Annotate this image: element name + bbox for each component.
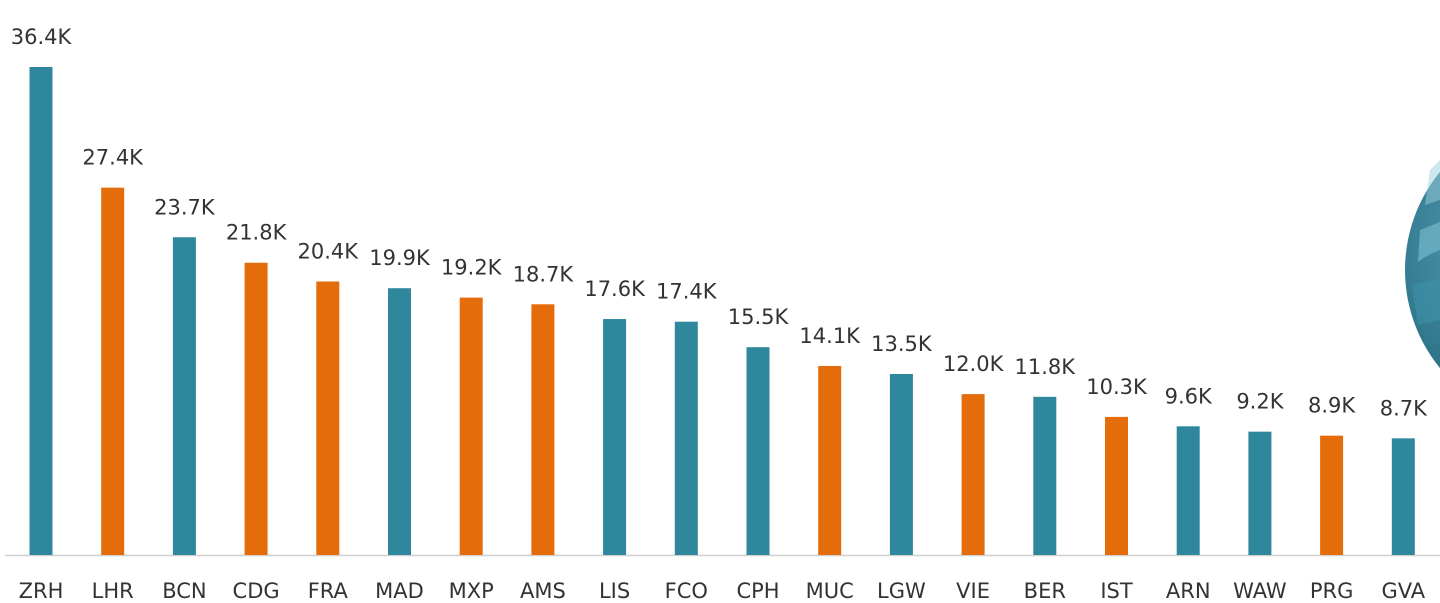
x-tick-label: MXP [449,579,494,603]
value-label: 12.0K [943,352,1005,376]
value-label: 17.4K [656,280,718,304]
bar [674,321,698,555]
x-tick-label: IST [1100,579,1133,603]
value-label: 10.3K [1086,375,1148,399]
x-tick-label: BER [1024,579,1066,603]
value-label: 11.8K [1015,355,1077,379]
bar [29,67,53,555]
value-label: 18.7K [513,262,575,286]
x-tick-label: GVA [1381,579,1425,603]
x-tick-label: FRA [308,579,349,603]
bar [961,394,985,555]
value-label: 23.7K [154,195,216,219]
value-label: 20.4K [298,240,360,264]
bar [746,347,770,555]
x-tick-label: CDG [233,579,280,603]
x-tick-label: FCO [665,579,708,603]
bar [1248,431,1272,555]
value-label: 8.9K [1308,394,1356,418]
x-tick-label: MAD [375,579,424,603]
bar [388,288,411,555]
bar [101,187,125,555]
value-label: 36.4K [11,25,73,49]
x-tick-label: PRG [1310,579,1354,603]
value-label: 17.6K [584,277,646,301]
bar [316,281,340,555]
bar [172,237,196,555]
x-tick-label: MUC [806,579,854,603]
x-tick-label: AMS [520,579,566,603]
bar [603,319,627,555]
value-label: 27.4K [82,146,144,170]
value-label: 13.5K [871,332,933,356]
x-tick-label: LIS [599,579,630,603]
value-label: 9.6K [1165,384,1213,408]
x-tick-label: CPH [736,579,779,603]
x-tick-label: LGW [877,579,926,603]
bar [1033,396,1057,555]
x-tick-label: LHR [92,579,134,603]
value-label: 9.2K [1236,390,1284,414]
bar [1320,435,1344,555]
bar [889,374,913,555]
bar [244,262,268,555]
bar [1105,416,1128,555]
bar [1391,438,1415,555]
x-tick-label: WAW [1233,579,1287,603]
value-label: 19.9K [369,246,431,270]
value-label: 15.5K [728,305,790,329]
globe-decoration [1405,160,1440,369]
value-label: 14.1K [799,324,861,348]
x-tick-label: BCN [162,579,206,603]
bar [531,304,555,555]
x-tick-label: ZRH [19,579,64,603]
value-label: 19.2K [441,256,503,280]
bar [1176,426,1200,555]
x-tick-label: VIE [956,579,990,603]
value-label: 8.7K [1380,396,1428,420]
value-label: 21.8K [226,221,288,245]
x-tick-label: ARN [1166,579,1211,603]
bar [818,365,842,555]
bar [459,297,483,555]
